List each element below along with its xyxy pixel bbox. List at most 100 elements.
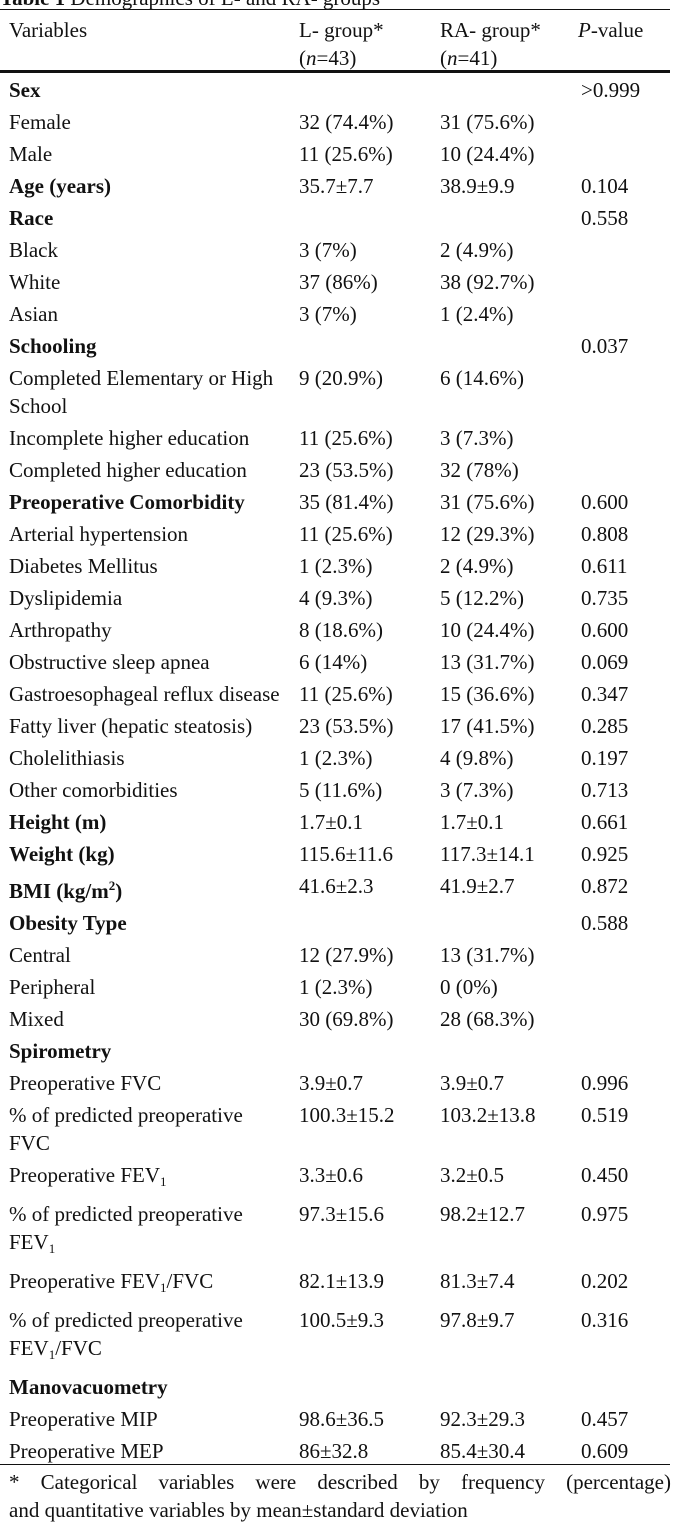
row-label: Preoperative Comorbidity (9, 490, 245, 514)
row-label: Spirometry (9, 1039, 112, 1063)
p-value: 0.347 (581, 682, 629, 706)
table-row: Gastroesophageal reflux disease 11 (25.6%… (0, 678, 670, 710)
ra-group-value: 98.2±12.7 (440, 1202, 526, 1226)
ra-group-value: 10 (24.4%) (440, 618, 535, 642)
ra-group-value: 1 (2.4%) (440, 302, 514, 326)
p-value: 0.285 (581, 714, 629, 738)
header-l-group-n: (n=43) (299, 46, 357, 70)
table-row: % of predicted preoperative FVC 100.3±15.… (0, 1099, 670, 1159)
p-value: 0.600 (581, 618, 629, 642)
ra-group-value: 4 (9.8%) (440, 746, 514, 770)
l-group-value: 97.3±15.6 (299, 1202, 385, 1226)
table-row: Spirometry (0, 1035, 670, 1067)
row-label: Arthropathy (9, 618, 112, 642)
row-label: Obstructive sleep apnea (9, 650, 210, 674)
ra-group-value: 10 (24.4%) (440, 142, 535, 166)
header-ra-group: RA- group* (n=41) (440, 16, 541, 72)
header-rule (0, 70, 670, 73)
ra-group-value: 31 (75.6%) (440, 490, 535, 514)
row-label: Preoperative FEV1 (9, 1163, 167, 1189)
p-value: 0.975 (581, 1202, 629, 1226)
row-label: Preoperative MEP (9, 1439, 164, 1463)
table-row: Male 11 (25.6%) 10 (24.4%) (0, 138, 670, 170)
row-label: Race (9, 206, 54, 230)
l-group-value: 3 (7%) (299, 302, 357, 326)
ra-group-value: 5 (12.2%) (440, 586, 524, 610)
ra-group-value: 17 (41.5%) (440, 714, 535, 738)
header-l-group-label: L- group* (299, 18, 384, 42)
l-group-value: 9 (20.9%) (299, 366, 383, 390)
ra-group-value: 28 (68.3%) (440, 1007, 535, 1031)
row-label: Preoperative MIP (9, 1407, 158, 1431)
ra-group-value: 85.4±30.4 (440, 1439, 526, 1463)
row-label: Female (9, 110, 71, 134)
table-row: Arthropathy 8 (18.6%) 10 (24.4%) 0.600 (0, 614, 670, 646)
table-row: Preoperative FEV1 3.3±0.6 3.2±0.5 0.450 (0, 1159, 670, 1198)
l-group-value: 98.6±36.5 (299, 1407, 385, 1431)
row-label: Arterial hypertension (9, 522, 189, 546)
l-group-value: 3.9±0.7 (299, 1071, 364, 1095)
l-group-value: 1 (2.3%) (299, 554, 373, 578)
l-group-value: 1 (2.3%) (299, 975, 373, 999)
ra-group-value: 31 (75.6%) (440, 110, 535, 134)
header-l-group: L- group* (n=43) (299, 16, 384, 72)
l-group-value: 5 (11.6%) (299, 778, 383, 802)
table-number: Table 1 (0, 0, 65, 9)
ra-group-value: 1.7±0.1 (440, 810, 505, 834)
table-row: Female 32 (74.4%) 31 (75.6%) (0, 106, 670, 138)
footnote-line-2: and quantitative variables by mean±stand… (9, 1498, 468, 1522)
ra-group-value: 15 (36.6%) (440, 682, 535, 706)
l-group-value: 4 (9.3%) (299, 586, 373, 610)
table-row: Preoperative FVC 3.9±0.7 3.9±0.7 0.996 (0, 1067, 670, 1099)
header-variables: Variables (9, 18, 88, 42)
row-label: Male (9, 142, 53, 166)
table-row: Central 12 (27.9%) 13 (31.7%) (0, 939, 670, 971)
l-group-value: 1 (2.3%) (299, 746, 373, 770)
l-group-value: 35.7±7.7 (299, 174, 374, 198)
l-group-value: 32 (74.4%) (299, 110, 394, 134)
l-group-value: 6 (14%) (299, 650, 368, 674)
row-label: Sex (9, 78, 41, 102)
table-row: Obstructive sleep apnea 6 (14%) 13 (31.7%)… (0, 646, 670, 678)
table-caption: Demographics of L- and RA- groups (70, 0, 380, 9)
bottom-rule (0, 1464, 670, 1465)
row-label: Dyslipidemia (9, 586, 123, 610)
row-label: Age (years) (9, 174, 112, 198)
l-group-value: 82.1±13.9 (299, 1269, 385, 1293)
table-row: Height (m) 1.7±0.1 1.7±0.1 0.661 (0, 806, 670, 838)
table-footnote: * Categorical variables were described b… (9, 1468, 671, 1524)
l-group-value: 11 (25.6%) (299, 426, 393, 450)
row-label: % of predicted preoperative FEV1/FVC (9, 1308, 243, 1362)
l-group-value: 3.3±0.6 (299, 1163, 364, 1187)
ra-group-value: 13 (31.7%) (440, 650, 535, 674)
row-label: Peripheral (9, 975, 96, 999)
table-row: Other comorbidities 5 (11.6%) 3 (7.3%) 0.71… (0, 774, 670, 806)
table-row: Black 3 (7%) 2 (4.9%) (0, 234, 670, 266)
table-row: White 37 (86%) 38 (92.7%) (0, 266, 670, 298)
row-label: Fatty liver (hepatic steatosis) (9, 714, 253, 738)
ra-group-value: 38 (92.7%) (440, 270, 535, 294)
table-row: Obesity Type 0.588 (0, 907, 670, 939)
table-row: Preoperative FEV1/FVC 82.1±13.9 81.3±7.4 0.… (0, 1265, 670, 1304)
p-value: 0.457 (581, 1407, 629, 1431)
l-group-value: 41.6±2.3 (299, 874, 374, 898)
p-value: 0.037 (581, 334, 629, 358)
p-value: 0.611 (581, 554, 628, 578)
table-row: Preoperative MEP 86±32.8 85.4±30.4 0.609 (0, 1435, 670, 1467)
header-pvalue: P-value (578, 18, 644, 42)
ra-group-value: 3 (7.3%) (440, 778, 514, 802)
header-ra-group-n: (n=41) (440, 46, 498, 70)
row-label: Other comorbidities (9, 778, 178, 802)
top-rule (0, 9, 670, 10)
ra-group-value: 41.9±2.7 (440, 874, 515, 898)
p-value: 0.872 (581, 874, 629, 898)
p-value: 0.808 (581, 522, 629, 546)
row-label: Diabetes Mellitus (9, 554, 158, 578)
l-group-value: 100.5±9.3 (299, 1308, 385, 1332)
row-label: % of predicted preoperative FEV1 (9, 1202, 243, 1256)
ra-group-value: 3.9±0.7 (440, 1071, 505, 1095)
row-label: Height (m) (9, 810, 107, 834)
row-label: Cholelithiasis (9, 746, 125, 770)
l-group-value: 11 (25.6%) (299, 522, 393, 546)
ra-group-value: 3.2±0.5 (440, 1163, 505, 1187)
